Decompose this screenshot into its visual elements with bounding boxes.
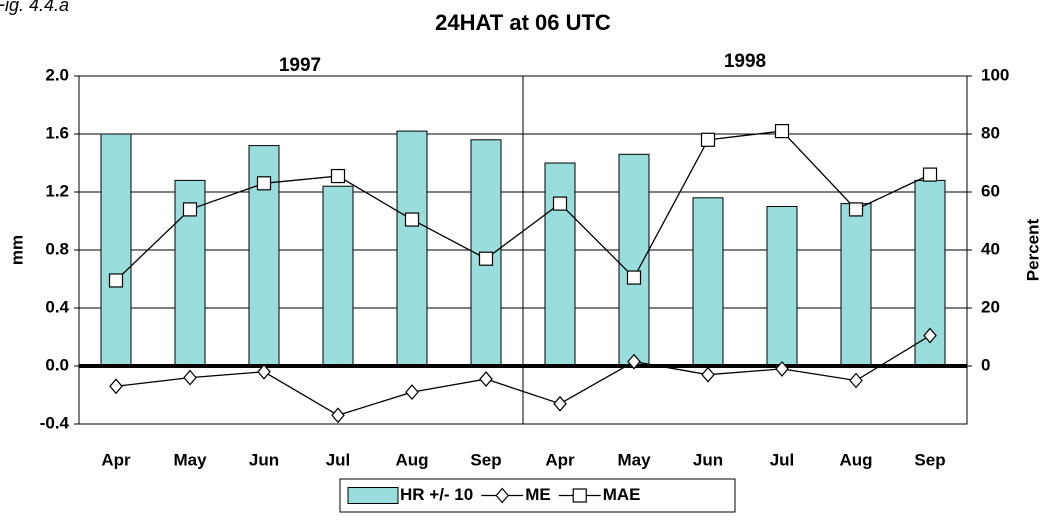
y2-tick-label: 0 <box>981 355 990 374</box>
marker <box>627 353 641 370</box>
bar <box>840 203 872 367</box>
y2-tick-label: 100 <box>981 65 1009 84</box>
bar <box>322 185 354 367</box>
x-tick-label: Sep <box>470 450 501 469</box>
x-tick-label: Jul <box>326 450 351 469</box>
y2-tick-label: 60 <box>981 181 1000 200</box>
bar <box>766 206 798 367</box>
marker <box>626 270 642 285</box>
y2-axis-label: Percent <box>1023 218 1042 281</box>
marker <box>774 123 790 139</box>
y-tick-label: 1.6 <box>45 123 69 142</box>
marker <box>552 196 568 211</box>
marker <box>478 251 494 266</box>
marker <box>257 363 271 380</box>
y-tick-label: 0.4 <box>45 297 69 316</box>
bar <box>396 130 428 367</box>
y-tick-label: 0.8 <box>45 239 69 258</box>
line <box>115 334 931 417</box>
legend-label: MAE <box>603 485 641 504</box>
marker <box>479 371 493 387</box>
marker <box>331 407 345 424</box>
x-tick-label: May <box>173 450 207 469</box>
marker <box>553 395 567 412</box>
marker <box>775 360 789 377</box>
x-tick-label: Jun <box>693 450 723 469</box>
legend-swatch <box>347 487 399 504</box>
marker <box>109 378 123 395</box>
x-tick-label: Apr <box>545 450 575 469</box>
y-axis-label: mm <box>7 235 26 265</box>
marker <box>183 369 197 386</box>
group-label: 1998 <box>724 51 766 72</box>
marker <box>108 273 124 288</box>
line <box>115 130 931 281</box>
x-tick-label: Apr <box>101 450 131 469</box>
bar <box>544 162 576 367</box>
y2-tick-label: 40 <box>981 239 1000 258</box>
x-tick-label: Aug <box>395 450 428 469</box>
marker <box>405 384 419 401</box>
marker <box>495 487 510 504</box>
y-tick-label: -0.4 <box>40 413 70 432</box>
x-tick-label: Aug <box>839 450 872 469</box>
marker <box>330 168 346 184</box>
marker <box>849 372 863 389</box>
x-tick-label: Jul <box>770 450 795 469</box>
y-tick-label: 2.0 <box>45 65 69 84</box>
bar <box>100 133 132 367</box>
legend-label: ME <box>525 485 551 504</box>
legend-label: HR +/- 10 <box>400 485 473 504</box>
y-tick-label: 1.2 <box>45 181 69 200</box>
group-label: 1997 <box>279 55 321 76</box>
chart-title: 24HAT at 06 UTC <box>435 10 611 35</box>
marker <box>923 327 937 344</box>
y2-tick-label: 80 <box>981 123 1000 142</box>
marker <box>256 176 272 191</box>
marker <box>848 202 864 217</box>
legend-box <box>339 478 736 513</box>
x-tick-label: Jun <box>249 450 279 469</box>
bar <box>692 197 724 367</box>
figure-label: Fig. 4.4.a <box>0 0 69 15</box>
marker <box>700 132 716 147</box>
marker <box>182 202 198 217</box>
x-tick-label: Sep <box>914 450 945 469</box>
marker <box>701 366 715 383</box>
marker <box>404 212 420 227</box>
marker <box>922 167 938 182</box>
y2-tick-label: 20 <box>981 297 1000 316</box>
bar <box>618 153 650 367</box>
x-tick-label: May <box>617 450 651 469</box>
marker <box>572 488 587 503</box>
y-tick-label: 0.0 <box>45 355 69 374</box>
